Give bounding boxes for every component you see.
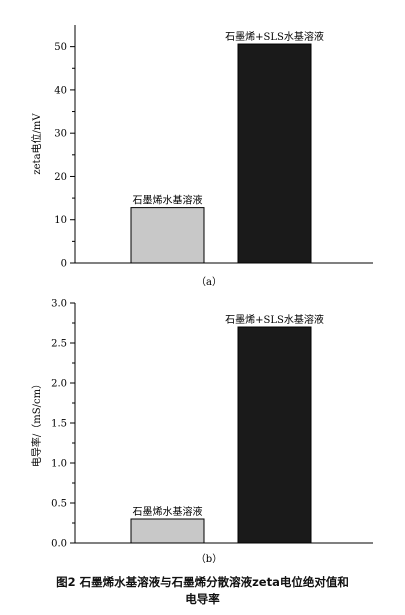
- bar-1: [130, 207, 205, 264]
- chart-panel-b: 石墨烯水基溶液 石墨烯+SLS水基溶液 0.0 0.5 1.0 1.5 2.0 2.5 3.0 电…: [30, 299, 373, 565]
- chart-panel-a: 石墨烯水基溶液 石墨烯+SLS水基溶液 0 10 20 30 40 50 zeta电位/mV （a…: [30, 25, 373, 288]
- y-tick-label: 1.5: [51, 419, 67, 430]
- y-tick-label: 3.0: [51, 299, 67, 310]
- bar-2: [237, 43, 312, 264]
- caption-line-1: 图2 石墨烯水基溶液与石墨烯分散溶液zeta电位绝对值和: [56, 575, 349, 589]
- bar-label-2: 石墨烯+SLS水基溶液: [225, 30, 324, 43]
- y-tick-label: 30: [54, 129, 67, 140]
- y-tick-label: 0.5: [51, 499, 67, 510]
- y-tick-label: 2.0: [51, 379, 67, 390]
- bar-1: [130, 518, 205, 544]
- panel-label: （a）: [196, 276, 222, 288]
- y-tick-label: 1.0: [51, 459, 67, 470]
- bar-label-1: 石墨烯水基溶液: [133, 505, 203, 518]
- bar-label-2: 石墨烯+SLS水基溶液: [225, 313, 324, 326]
- y-tick-label: 20: [54, 172, 67, 183]
- y-tick-label: 40: [54, 85, 67, 96]
- y-tick-label: 2.5: [51, 339, 67, 350]
- figure-caption: 图2 石墨烯水基溶液与石墨烯分散溶液zeta电位绝对值和 电导率: [0, 574, 405, 608]
- y-axis-label: 电导率/（mS/cm）: [30, 379, 43, 467]
- y-tick-label: 0: [61, 259, 67, 270]
- y-tick-label: 10: [54, 215, 67, 226]
- y-tick-label: 0.0: [51, 539, 67, 550]
- bar-2: [237, 326, 312, 544]
- figure: 石墨烯水基溶液石墨烯+SLS水基溶液01020304050zeta电位/mV（a…: [30, 25, 373, 565]
- bar-label-1: 石墨烯水基溶液: [133, 194, 203, 207]
- panel-label: （b）: [196, 553, 222, 565]
- y-axis-label: zeta电位/mV: [30, 113, 43, 175]
- y-tick-label: 50: [54, 42, 67, 53]
- caption-line-2: 电导率: [185, 592, 220, 606]
